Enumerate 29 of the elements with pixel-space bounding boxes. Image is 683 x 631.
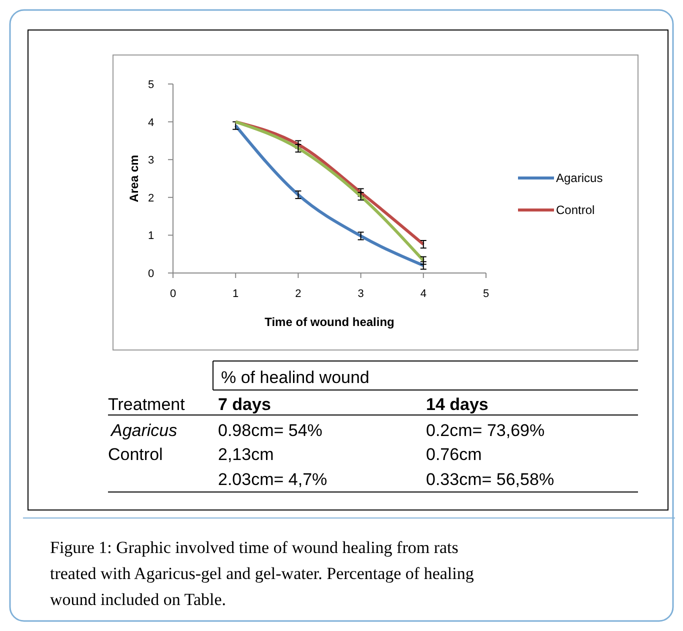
text: 14 days <box>426 395 488 414</box>
text: 0.2cm= 73,69% <box>426 421 545 440</box>
y-tick-label: 5 <box>148 79 154 91</box>
y-tick-label: 1 <box>148 230 154 242</box>
x-tick-label: 5 <box>482 288 490 300</box>
text: 2.03cm= 4,7% <box>218 470 328 489</box>
x-tick-label: 4 <box>420 288 426 300</box>
x-tick-label: 0 <box>170 288 176 300</box>
y-tick-label: 2 <box>148 192 154 204</box>
y-tick-label: 0 <box>148 268 154 280</box>
text: 0.98cm= 54% <box>218 421 322 440</box>
text: % of healind wound <box>221 368 370 387</box>
y-tick-label: 3 <box>148 154 154 167</box>
legend-label: Control <box>556 203 595 217</box>
y-tick-label: 4 <box>148 116 154 129</box>
text: 7 days <box>218 395 271 414</box>
text: Agaricus <box>110 421 178 440</box>
legend-label: Agaricus <box>556 171 603 185</box>
x-tick-label: 3 <box>358 288 364 300</box>
text: Control <box>108 445 163 464</box>
caption: Figure 1: Graphic involved time of wound healing from rats treated with Agaricus-gel and gel-water. Percentage of healing wound included on Table. <box>50 538 474 609</box>
text: 2,13cm <box>218 445 274 464</box>
x-tick-label: 2 <box>295 288 302 300</box>
y-axis-title: Area cm <box>127 154 141 202</box>
text: 0.76cm <box>426 445 482 464</box>
text: 0.33cm= 56,58% <box>426 470 554 489</box>
x-axis-title: Time of wound healing <box>264 315 394 329</box>
text: Treatment <box>108 395 186 414</box>
x-tick-label: 1 <box>232 288 239 300</box>
